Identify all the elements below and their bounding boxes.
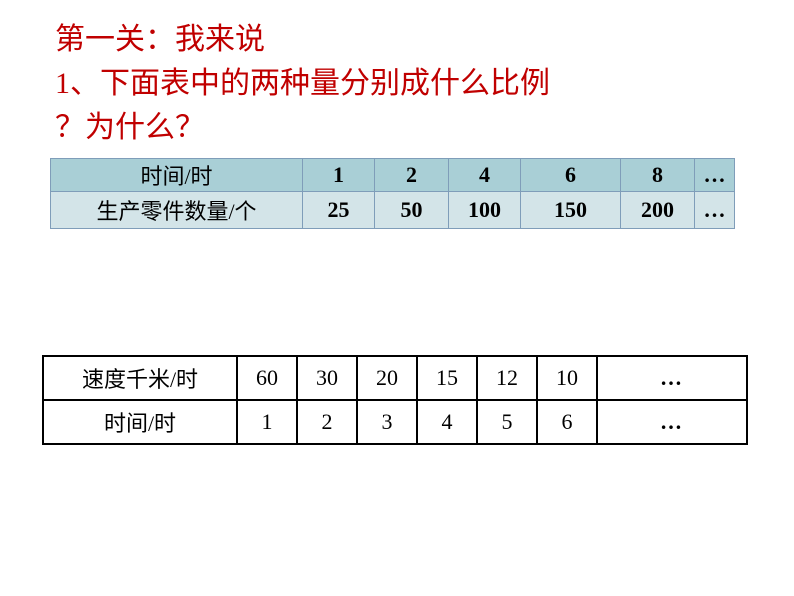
- table2-cell: 6: [537, 400, 597, 444]
- table2: 速度千米/时 60 30 20 15 12 10 … 时间/时 1 2 3 4 …: [42, 355, 748, 445]
- table2-cell: 2: [297, 400, 357, 444]
- table1-header-cell: 1: [303, 159, 375, 192]
- table1-row-data: 生产零件数量/个 25 50 100 150 200 …: [51, 192, 735, 229]
- table2-row1-label: 速度千米/时: [43, 356, 237, 400]
- heading-line1: 第一关：我来说: [55, 23, 265, 56]
- table1-data-cell: 150: [521, 192, 621, 229]
- table1-header-cell: …: [695, 159, 735, 192]
- table1-header-cell: 8: [621, 159, 695, 192]
- table1-row1-label: 时间/时: [51, 159, 303, 192]
- table1-row2-label: 生产零件数量/个: [51, 192, 303, 229]
- table1-data-cell: …: [695, 192, 735, 229]
- table1-data-cell: 200: [621, 192, 695, 229]
- table1-data-cell: 50: [375, 192, 449, 229]
- table2-cell: 4: [417, 400, 477, 444]
- table2-cell-dots: …: [597, 356, 747, 400]
- table2-row2-label: 时间/时: [43, 400, 237, 444]
- table2-cell: 3: [357, 400, 417, 444]
- table1-data-cell: 100: [449, 192, 521, 229]
- table1: 时间/时 1 2 4 6 8 … 生产零件数量/个 25 50 100 150 …: [50, 158, 735, 229]
- table2-cell: 15: [417, 356, 477, 400]
- heading-line2: 1、下面表中的两种量分别成什么比例: [55, 67, 550, 100]
- table2-container: 速度千米/时 60 30 20 15 12 10 … 时间/时 1 2 3 4 …: [42, 355, 748, 445]
- table1-data-cell: 25: [303, 192, 375, 229]
- table1-container: 时间/时 1 2 4 6 8 … 生产零件数量/个 25 50 100 150 …: [50, 158, 735, 229]
- table2-cell: 10: [537, 356, 597, 400]
- table2-cell: 12: [477, 356, 537, 400]
- table1-header-cell: 4: [449, 159, 521, 192]
- table2-cell: 5: [477, 400, 537, 444]
- table2-cell-dots: …: [597, 400, 747, 444]
- table1-row-header: 时间/时 1 2 4 6 8 …: [51, 159, 735, 192]
- table2-cell: 60: [237, 356, 297, 400]
- table2-cell: 1: [237, 400, 297, 444]
- table2-row1: 速度千米/时 60 30 20 15 12 10 …: [43, 356, 747, 400]
- table2-cell: 20: [357, 356, 417, 400]
- table1-header-cell: 2: [375, 159, 449, 192]
- heading-line3: ？为什么？: [55, 111, 205, 144]
- table1-header-cell: 6: [521, 159, 621, 192]
- table2-cell: 30: [297, 356, 357, 400]
- table2-row2: 时间/时 1 2 3 4 5 6 …: [43, 400, 747, 444]
- question-heading: 第一关：我来说 1、下面表中的两种量分别成什么比例 ？为什么？: [55, 18, 695, 150]
